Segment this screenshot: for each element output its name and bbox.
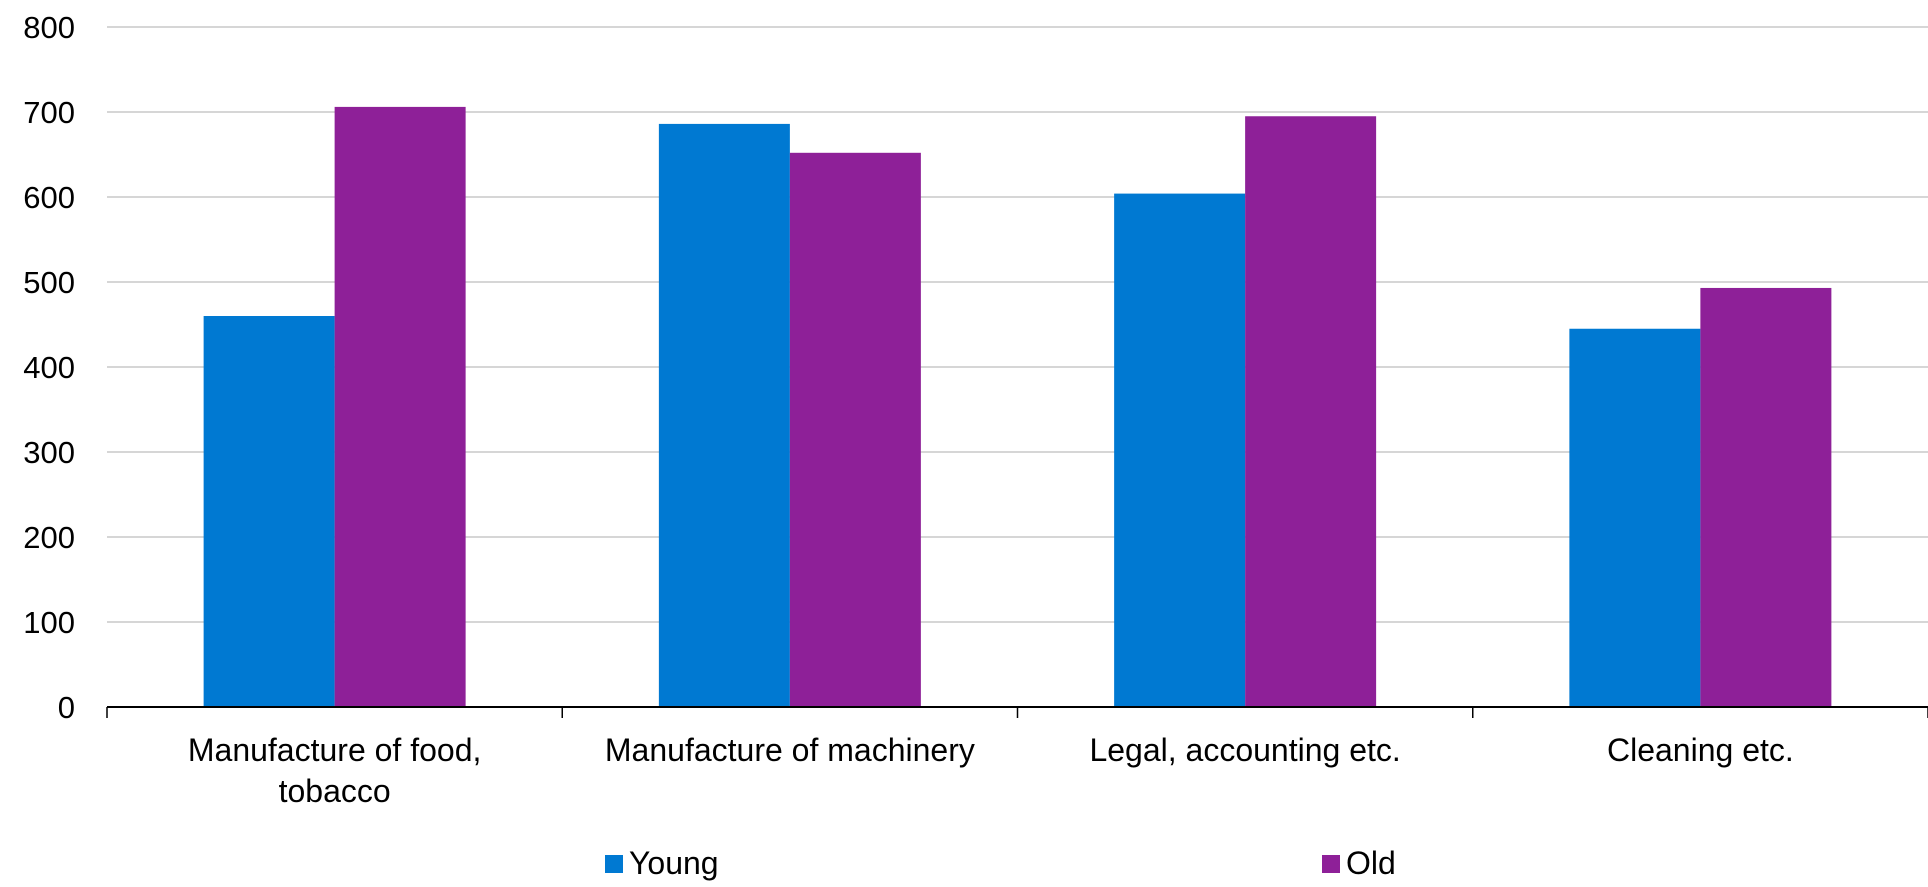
x-tick-label-line: Legal, accounting etc. (1089, 732, 1400, 768)
x-tick-label: Cleaning etc. (1607, 732, 1794, 768)
y-tick-label: 100 (23, 605, 75, 640)
bar-old-1 (789, 152, 921, 708)
y-tick-label: 400 (23, 350, 75, 385)
y-tick-label: 0 (58, 690, 75, 725)
bar-young-1 (658, 123, 790, 707)
bar-young-0 (203, 316, 335, 707)
legend-label-old: Old (1346, 845, 1396, 881)
y-tick-label: 300 (23, 435, 75, 470)
y-tick-label: 200 (23, 520, 75, 555)
y-tick-label: 500 (23, 265, 75, 300)
bar-old-3 (1700, 287, 1832, 707)
x-tick-label-line: Manufacture of machinery (605, 732, 975, 768)
legend-swatch-young (605, 854, 623, 873)
x-tick-label: Manufacture of machinery (605, 732, 975, 768)
legend-item-old: Old (1322, 845, 1396, 882)
x-tick-label: Legal, accounting etc. (1089, 732, 1400, 768)
x-tick-label: Manufacture of food, tobacco (188, 732, 482, 809)
y-tick-label: 600 (23, 180, 75, 215)
bar-young-3 (1569, 328, 1701, 707)
legend-swatch-old (1322, 854, 1340, 873)
bar-old-2 (1245, 116, 1377, 707)
bar-young-2 (1114, 193, 1246, 708)
legend-item-young: Young (605, 845, 719, 882)
x-tick-label-line: tobacco (279, 773, 391, 809)
y-tick-label: 700 (23, 95, 75, 130)
legend-label-young: Young (629, 845, 719, 881)
x-tick-label-line: Cleaning etc. (1607, 732, 1794, 768)
x-tick-label-line: Manufacture of food, (188, 732, 482, 768)
y-tick-label: 800 (23, 10, 75, 45)
legend: Young Old (0, 845, 1928, 882)
bar-old-0 (334, 106, 466, 707)
